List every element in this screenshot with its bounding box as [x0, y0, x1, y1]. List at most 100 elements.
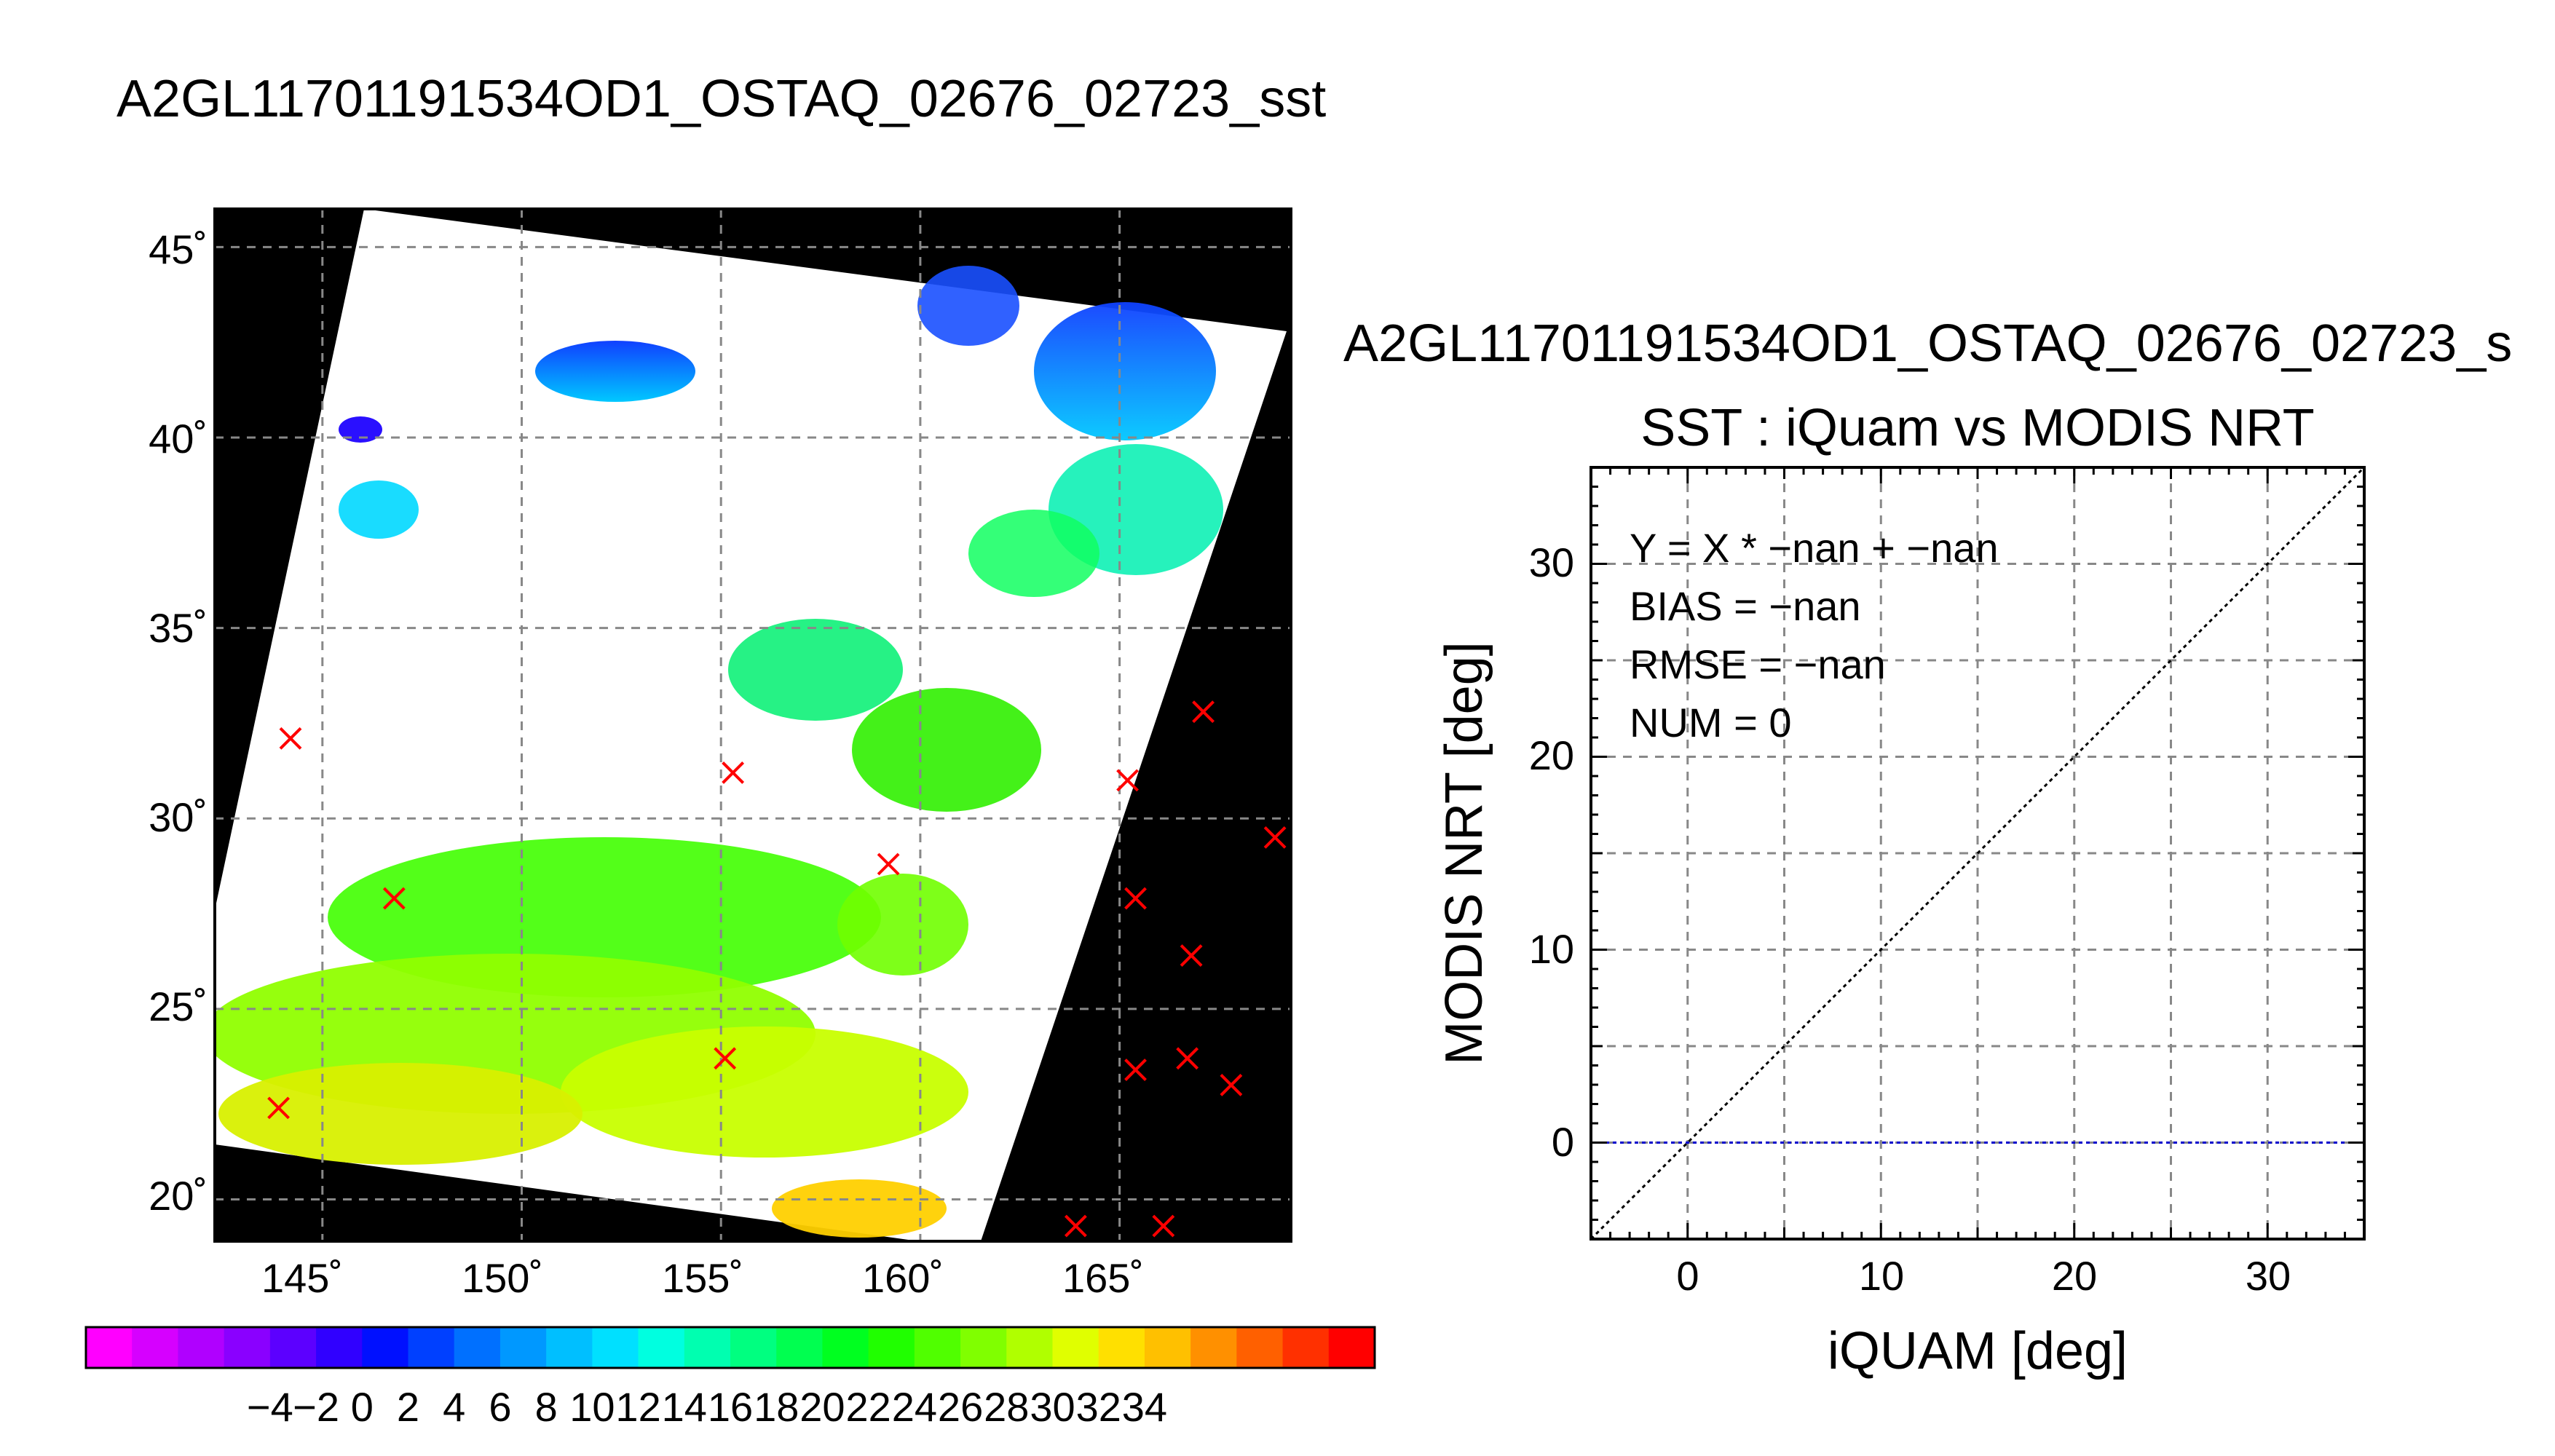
map-panel [213, 207, 1292, 1243]
colorbar-tick-label: 10 [569, 1384, 615, 1430]
sst-patch-blue-4 [917, 266, 1019, 346]
colorbar-swatch [776, 1327, 823, 1368]
lon-label: 165˚ [1062, 1255, 1144, 1301]
lat-label: 25˚ [149, 984, 208, 1029]
lat-label: 35˚ [149, 605, 208, 651]
x-tick-label: 10 [1859, 1253, 1904, 1299]
colorbar-labels: −4 −2 0 2 4 6 8 10 12 14 16 18 20 22 24 26 28 30 32 34 [247, 1384, 1167, 1430]
y-tick-label: 30 [1529, 539, 1574, 585]
buoy-marker [1064, 1214, 1087, 1238]
y-tick-label: 0 [1552, 1119, 1574, 1165]
x-tick-label: 20 [2052, 1253, 2097, 1299]
sst-patch-blue-3 [1034, 302, 1216, 440]
buoy-marker [714, 1047, 737, 1070]
colorbar-frame [84, 1326, 1376, 1369]
scatter-header: A2GL11701191534OD1_OSTAQ_02676_02723_s [1343, 314, 2512, 373]
colorbar-tick-label: 22 [845, 1384, 891, 1430]
map-lat-labels: 45˚ 40˚ 35˚ 30˚ 25˚ 20˚ [149, 226, 208, 1219]
sst-patch-cyan-1 [339, 480, 419, 539]
buoy-marker [1220, 1074, 1243, 1096]
sst-patch-green-2 [728, 619, 903, 721]
sst-patch-green-3 [968, 510, 1099, 597]
colorbar-tick-label: 26 [938, 1384, 983, 1430]
scatter-reference-lines [1590, 466, 2366, 1241]
sst-patch-yellow-1 [218, 1063, 583, 1165]
colorbar-swatch [178, 1327, 225, 1368]
scatter-panel [1590, 466, 2366, 1241]
colorbar-swatch [316, 1327, 363, 1368]
colorbar-swatch [86, 1327, 133, 1368]
lat-label: 45˚ [149, 226, 208, 272]
buoy-marker [1192, 700, 1215, 724]
colorbar-swatch [546, 1327, 593, 1368]
colorbar-swatch [1052, 1327, 1099, 1368]
colorbar-tick-label: 8 [535, 1384, 558, 1430]
stats-fit-line: Y = X * −nan + −nan [1630, 525, 1999, 571]
colorbar-swatch [638, 1327, 685, 1368]
sst-patch-green-1 [852, 688, 1041, 812]
buoy-marker [1124, 1059, 1147, 1081]
buoy-marker [1180, 944, 1203, 967]
colorbar-tick-label: 28 [984, 1384, 1029, 1430]
colorbar-swatch [822, 1327, 869, 1368]
scatter-y-tick-labels: 0 10 20 30 [1529, 539, 1574, 1165]
colorbar-swatch [1098, 1327, 1145, 1368]
colorbar-tick-label: 24 [892, 1384, 937, 1430]
colorbar-tick-label: −4 [247, 1384, 293, 1430]
buoy-marker [1116, 769, 1139, 792]
colorbar-swatch [454, 1327, 501, 1368]
sst-patch-yellow-2 [772, 1179, 947, 1238]
lat-label: 20˚ [149, 1173, 208, 1219]
x-tick-label: 0 [1676, 1253, 1699, 1299]
colorbar-tick-label: 0 [351, 1384, 374, 1430]
colorbar-swatch [1236, 1327, 1284, 1368]
stats-rmse: RMSE = −nan [1630, 641, 1886, 687]
colorbar-swatch [730, 1327, 777, 1368]
buoy-marker [382, 887, 406, 910]
lat-label: 30˚ [149, 794, 208, 840]
buoy-marker [1152, 1214, 1175, 1238]
colorbar-tick-label: −2 [293, 1384, 339, 1430]
colorbar-tick-label: 4 [443, 1384, 465, 1430]
map-lon-labels: 145˚ 150˚ 155˚ 160˚ 165˚ [261, 1255, 1144, 1301]
buoy-marker [1124, 887, 1147, 910]
sst-patch-yellowgreen-2 [561, 1026, 968, 1158]
lat-label: 40˚ [149, 416, 208, 462]
colorbar-swatch [132, 1327, 178, 1368]
lon-label: 145˚ [261, 1255, 343, 1301]
colorbar-swatch [868, 1327, 915, 1368]
lon-label: 160˚ [862, 1255, 944, 1301]
sst-patch-blue-2 [339, 416, 382, 443]
buoy-marker [267, 1096, 290, 1120]
colorbar-swatch [1006, 1327, 1053, 1368]
map-markers [267, 700, 1287, 1238]
colorbar-swatch [362, 1327, 408, 1368]
sst-patch-green-5 [837, 874, 968, 976]
map-grid [215, 209, 1291, 1241]
scatter-frame [1590, 466, 2366, 1241]
buoy-marker [1263, 826, 1287, 849]
colorbar-swatch [499, 1327, 547, 1368]
scatter-stats: Y = X * −nan + −nan BIAS = −nan RMSE = −… [1630, 525, 1999, 745]
stats-bias: BIAS = −nan [1630, 583, 1861, 629]
map-frame [213, 207, 1292, 1243]
sst-patch-blue-1 [535, 341, 695, 402]
colorbar-tick-label: 32 [1076, 1384, 1121, 1430]
scatter-x-tick-labels: 0 10 20 30 [1676, 1253, 2291, 1299]
colorbar-swatch [1144, 1327, 1191, 1368]
colorbar-swatch [269, 1327, 317, 1368]
colorbar-swatch [914, 1327, 961, 1368]
colorbar-tick-label: 30 [1030, 1384, 1075, 1430]
x-tick-label: 30 [2246, 1253, 2291, 1299]
scatter-x-axis-label: iQUAM [deg] [1828, 1322, 2128, 1380]
colorbar-tick-label: 20 [799, 1384, 845, 1430]
colorbar-tick-label: 2 [397, 1384, 419, 1430]
lon-label: 150˚ [462, 1255, 543, 1301]
colorbar [84, 1326, 1376, 1369]
colorbar-swatch [1282, 1327, 1330, 1368]
colorbar-swatch [960, 1327, 1007, 1368]
colorbar-swatch [408, 1327, 455, 1368]
colorbar-swatch [224, 1327, 271, 1368]
buoy-marker [877, 852, 900, 876]
